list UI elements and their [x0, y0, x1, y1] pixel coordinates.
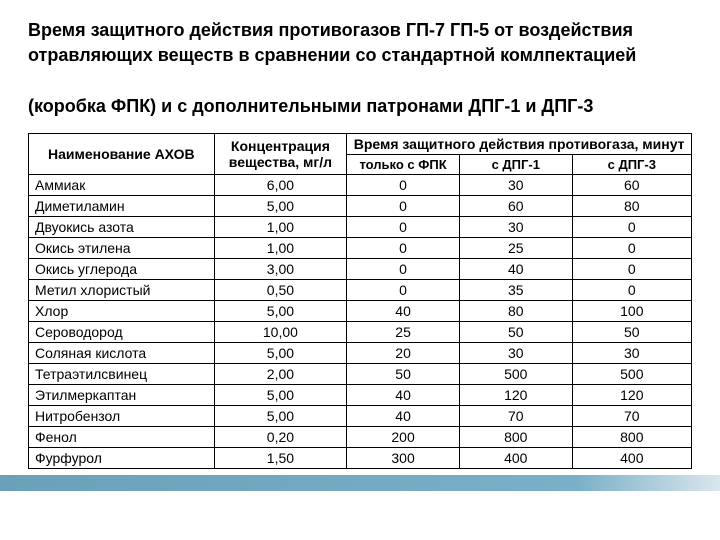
cell-conc: 1,00 [214, 237, 347, 258]
cell-value: 200 [347, 426, 460, 447]
title-line-2: (коробка ФПК) и с дополнительными патрон… [28, 96, 593, 116]
cell-name: Соляная кислота [29, 342, 215, 363]
page-title: Время защитного действия противогазов ГП… [28, 18, 692, 119]
cell-value: 800 [459, 426, 572, 447]
cell-value: 40 [347, 300, 460, 321]
cell-conc: 1,00 [214, 216, 347, 237]
data-table: Наименование АХОВ Концентрация вещества,… [28, 133, 692, 469]
cell-value: 0 [572, 216, 691, 237]
cell-value: 30 [459, 174, 572, 195]
table-row: Диметиламин5,0006080 [29, 195, 692, 216]
cell-conc: 0,20 [214, 426, 347, 447]
cell-conc: 5,00 [214, 342, 347, 363]
cell-name: Хлор [29, 300, 215, 321]
cell-value: 500 [572, 363, 691, 384]
cell-conc: 5,00 [214, 300, 347, 321]
table-body: Аммиак6,0003060Диметиламин5,0006080Двуок… [29, 174, 692, 468]
cell-value: 40 [347, 405, 460, 426]
footer-decoration-bar [0, 475, 720, 491]
cell-value: 400 [572, 447, 691, 468]
cell-value: 0 [347, 174, 460, 195]
cell-value: 50 [347, 363, 460, 384]
cell-conc: 2,00 [214, 363, 347, 384]
table-row: Окись углерода3,000400 [29, 258, 692, 279]
cell-value: 100 [572, 300, 691, 321]
cell-name: Метил хлористый [29, 279, 215, 300]
col-name-header: Наименование АХОВ [29, 133, 215, 174]
cell-value: 60 [459, 195, 572, 216]
table-row: Фурфурол1,50300400400 [29, 447, 692, 468]
table-row: Соляная кислота5,00203030 [29, 342, 692, 363]
cell-value: 70 [459, 405, 572, 426]
cell-conc: 5,00 [214, 195, 347, 216]
cell-value: 30 [459, 342, 572, 363]
table-row: Окись этилена1,000250 [29, 237, 692, 258]
table-row: Фенол0,20200800800 [29, 426, 692, 447]
cell-value: 0 [347, 237, 460, 258]
cell-value: 300 [347, 447, 460, 468]
cell-value: 0 [347, 216, 460, 237]
cell-value: 25 [347, 321, 460, 342]
cell-value: 60 [572, 174, 691, 195]
table-row: Метил хлористый0,500350 [29, 279, 692, 300]
cell-name: Фенол [29, 426, 215, 447]
cell-value: 0 [572, 279, 691, 300]
table-row: Двуокись азота1,000300 [29, 216, 692, 237]
cell-name: Окись этилена [29, 237, 215, 258]
table-row: Тетраэтилсвинец2,0050500500 [29, 363, 692, 384]
cell-value: 50 [572, 321, 691, 342]
cell-value: 0 [347, 279, 460, 300]
table-row: Сероводород10,00255050 [29, 321, 692, 342]
cell-name: Двуокись азота [29, 216, 215, 237]
cell-value: 120 [459, 384, 572, 405]
cell-conc: 6,00 [214, 174, 347, 195]
cell-conc: 10,00 [214, 321, 347, 342]
col-conc-header: Концентрация вещества, мг/л [214, 133, 347, 174]
cell-value: 70 [572, 405, 691, 426]
table-row: Нитробензол5,00407070 [29, 405, 692, 426]
cell-value: 400 [459, 447, 572, 468]
cell-value: 0 [572, 258, 691, 279]
col-sub2-header: с ДПГ-1 [459, 154, 572, 174]
cell-name: Аммиак [29, 174, 215, 195]
cell-name: Тетраэтилсвинец [29, 363, 215, 384]
cell-value: 30 [572, 342, 691, 363]
table-header-row: Наименование АХОВ Концентрация вещества,… [29, 133, 692, 154]
title-line-1: Время защитного действия противогазов ГП… [28, 20, 636, 65]
cell-value: 0 [347, 195, 460, 216]
cell-value: 35 [459, 279, 572, 300]
cell-conc: 5,00 [214, 384, 347, 405]
col-time-group-header: Время защитного действия противогаза, ми… [347, 133, 692, 154]
cell-value: 25 [459, 237, 572, 258]
cell-name: Этилмеркаптан [29, 384, 215, 405]
cell-value: 40 [459, 258, 572, 279]
table-row: Этилмеркаптан5,0040120120 [29, 384, 692, 405]
cell-value: 120 [572, 384, 691, 405]
cell-value: 80 [459, 300, 572, 321]
cell-name: Фурфурол [29, 447, 215, 468]
cell-name: Нитробензол [29, 405, 215, 426]
cell-value: 0 [572, 237, 691, 258]
cell-conc: 1,50 [214, 447, 347, 468]
col-sub3-header: с ДПГ-3 [572, 154, 691, 174]
cell-value: 0 [347, 258, 460, 279]
cell-value: 20 [347, 342, 460, 363]
col-sub1-header: только с ФПК [347, 154, 460, 174]
cell-name: Диметиламин [29, 195, 215, 216]
table-row: Аммиак6,0003060 [29, 174, 692, 195]
cell-name: Окись углерода [29, 258, 215, 279]
cell-value: 40 [347, 384, 460, 405]
cell-conc: 0,50 [214, 279, 347, 300]
table-row: Хлор5,004080100 [29, 300, 692, 321]
cell-value: 500 [459, 363, 572, 384]
cell-value: 50 [459, 321, 572, 342]
cell-value: 800 [572, 426, 691, 447]
cell-value: 30 [459, 216, 572, 237]
cell-conc: 5,00 [214, 405, 347, 426]
cell-name: Сероводород [29, 321, 215, 342]
cell-value: 80 [572, 195, 691, 216]
cell-conc: 3,00 [214, 258, 347, 279]
